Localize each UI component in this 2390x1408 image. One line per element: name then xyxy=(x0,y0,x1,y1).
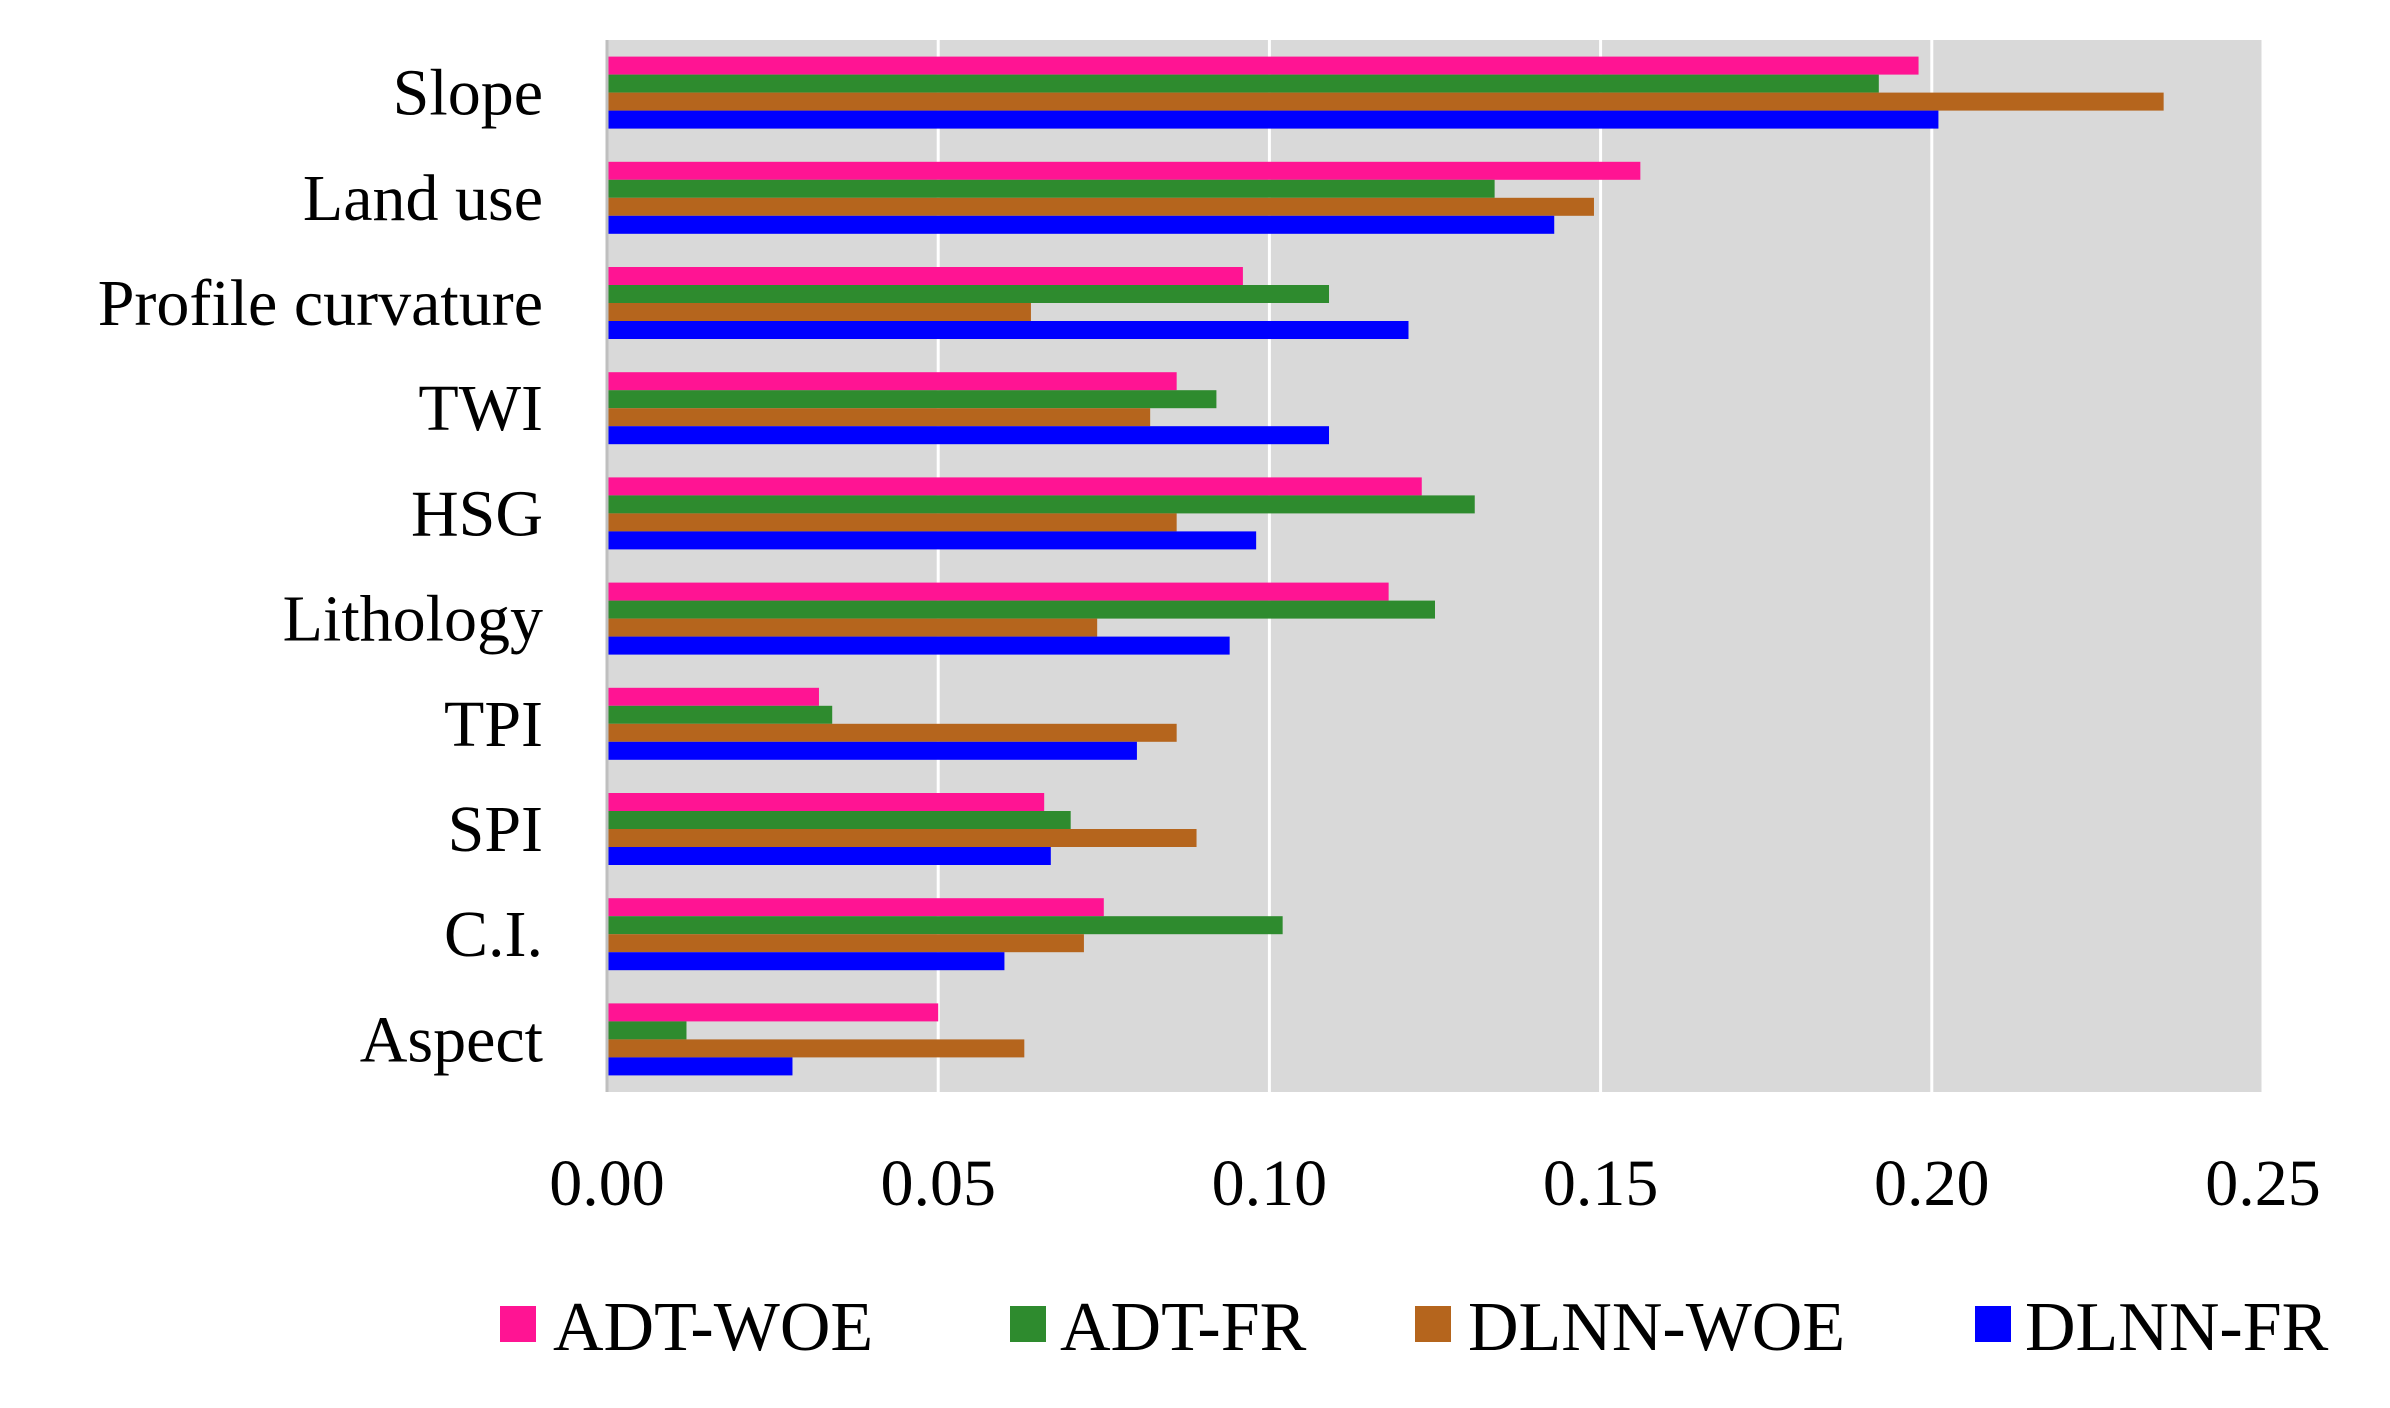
bar xyxy=(607,215,1555,234)
bar xyxy=(607,408,1151,427)
bar xyxy=(607,161,1641,180)
category-label: HSG xyxy=(411,477,543,550)
category-labels: Slope Land use Profile curvature TWI HSG Lith… xyxy=(98,57,543,1077)
bar xyxy=(607,793,1045,811)
category-label: TWI xyxy=(418,372,543,445)
bar xyxy=(607,829,1197,847)
category-label: C.I. xyxy=(444,898,543,971)
bars xyxy=(607,56,2164,1076)
bar xyxy=(607,582,1389,601)
legend: ADT-WOE ADT-FR DLNN-WOE DLNN-FR xyxy=(500,1289,2329,1366)
legend-swatch xyxy=(1975,1306,2011,1342)
bar xyxy=(607,705,833,724)
bar xyxy=(607,1003,939,1022)
bar xyxy=(607,811,1071,829)
bar xyxy=(607,916,1283,935)
bar xyxy=(607,197,1594,216)
bar xyxy=(607,74,1879,93)
bar xyxy=(607,92,2164,111)
bar xyxy=(607,390,1217,409)
legend-swatch xyxy=(1010,1306,1046,1342)
bar xyxy=(607,267,1243,285)
x-tick-label: 0.00 xyxy=(549,1147,665,1220)
bar xyxy=(607,687,819,706)
x-tick-label: 0.10 xyxy=(1212,1147,1328,1220)
x-tick-labels: 0.00 0.05 0.10 0.15 0.20 0.25 xyxy=(549,1147,2321,1220)
bar xyxy=(607,600,1435,619)
bar xyxy=(607,618,1098,637)
bar xyxy=(607,531,1257,550)
bar xyxy=(607,934,1084,953)
bar xyxy=(607,477,1422,496)
bar xyxy=(607,372,1177,391)
bar xyxy=(607,513,1177,532)
bar xyxy=(607,723,1177,742)
category-label: Profile curvature xyxy=(98,267,543,340)
bar xyxy=(607,636,1230,655)
category-label: Slope xyxy=(393,57,543,130)
bar xyxy=(607,321,1409,339)
bar xyxy=(607,426,1330,445)
x-tick-label: 0.05 xyxy=(880,1147,996,1220)
bar xyxy=(607,303,1031,321)
bar xyxy=(607,1021,687,1040)
legend-label: DLNN-WOE xyxy=(1468,1289,1845,1366)
category-label: TPI xyxy=(444,688,543,761)
bar xyxy=(607,1057,793,1076)
bar xyxy=(607,952,1005,971)
bar xyxy=(607,179,1495,198)
bar xyxy=(607,495,1475,514)
legend-label: DLNN-FR xyxy=(2025,1289,2329,1366)
category-label: Aspect xyxy=(360,1003,543,1076)
bar xyxy=(607,847,1051,865)
bar xyxy=(607,285,1330,303)
bar xyxy=(607,110,1939,129)
bar xyxy=(607,741,1137,760)
legend-label: ADT-FR xyxy=(1060,1289,1307,1366)
category-label: Lithology xyxy=(283,583,543,656)
x-tick-label: 0.15 xyxy=(1543,1147,1659,1220)
x-tick-label: 0.25 xyxy=(2205,1147,2321,1220)
legend-swatch xyxy=(1415,1306,1451,1342)
category-label: Land use xyxy=(303,162,543,235)
bar xyxy=(607,1039,1025,1058)
bar xyxy=(607,56,1919,75)
legend-swatch xyxy=(500,1306,536,1342)
x-tick-label: 0.20 xyxy=(1874,1147,1990,1220)
bar xyxy=(607,898,1104,917)
legend-label: ADT-WOE xyxy=(553,1289,873,1366)
category-label: SPI xyxy=(448,793,543,866)
